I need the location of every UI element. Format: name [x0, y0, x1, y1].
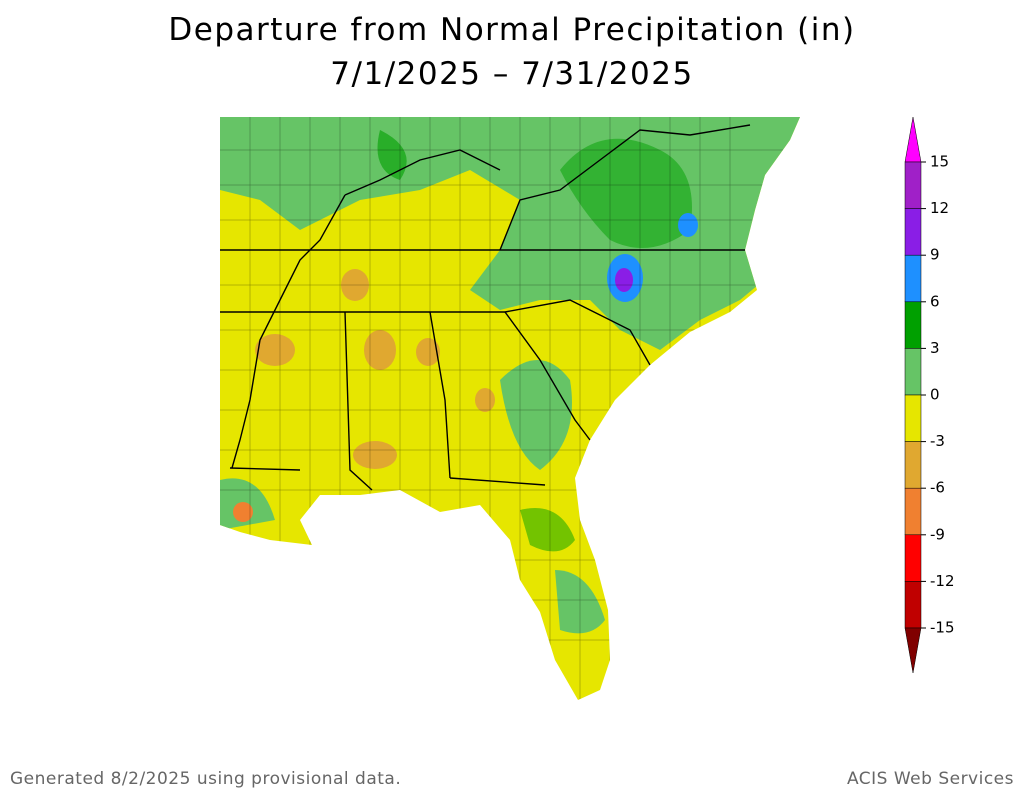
colorbar-label: 6: [930, 292, 940, 310]
colorbar-bin: [904, 487, 922, 536]
colorbar-label: -12: [930, 572, 955, 590]
colorbar-bin: [904, 534, 922, 582]
colorbar-label: -6: [930, 479, 945, 497]
colorbar-label: -9: [930, 525, 945, 543]
colorbar-bin: [904, 581, 922, 629]
colorbar-label: 15: [930, 153, 949, 171]
colorbar-bin: [904, 301, 922, 349]
colorbar-label: 12: [930, 199, 949, 217]
footer-credit: ACIS Web Services: [847, 769, 1014, 789]
colorbar-bin: [904, 348, 922, 396]
map-subtitle: 7/1/2025 – 7/31/2025: [330, 56, 693, 92]
colorbar-label: -3: [930, 432, 945, 450]
colorbar-bin: [904, 441, 922, 489]
footer-note: Generated 8/2/2025 using provisional dat…: [10, 769, 401, 789]
colorbar-cap: [904, 627, 922, 674]
colorbar-bin: [904, 161, 922, 209]
colorbar-cap: [904, 116, 922, 163]
map-title: Departure from Normal Precipitation (in): [168, 12, 855, 48]
colorbar-label: -15: [930, 619, 955, 637]
colorbar-bin: [904, 254, 922, 303]
colorbar-bin: [904, 208, 922, 256]
map: [220, 117, 800, 700]
colorbar-label: 3: [930, 339, 940, 357]
precip-fields: [220, 117, 800, 700]
colorbar-label: 0: [930, 386, 940, 404]
colorbar-label: 9: [930, 246, 940, 264]
colorbar-bin: [904, 394, 922, 442]
colorbar: 15 12 9 6 3 0 -3 -6 -9 -12 -15: [904, 116, 955, 674]
